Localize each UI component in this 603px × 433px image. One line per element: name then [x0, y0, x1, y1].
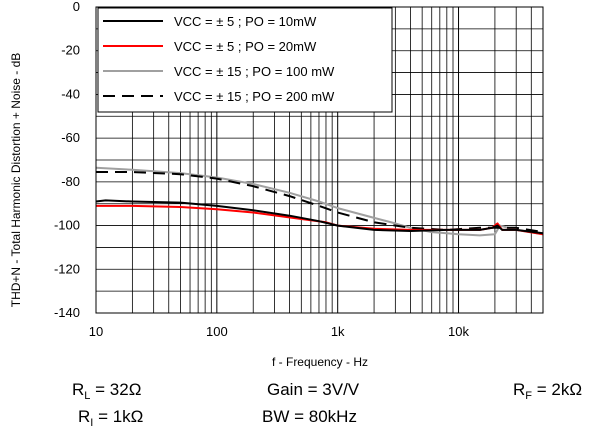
y-tick-label: -80 [61, 174, 80, 189]
condition-ri: RI = 1kΩ [78, 407, 143, 429]
x-axis-label: f - Frequency - Hz [272, 355, 368, 369]
y-tick-label: -120 [54, 261, 80, 276]
legend-label: VCC = ± 5 ; PO = 10mW [174, 14, 317, 29]
series-lines [95, 166, 544, 237]
x-tick-label: 10 [89, 324, 103, 339]
condition-bw: BW = 80kHz [262, 407, 357, 426]
series-line [95, 199, 544, 235]
y-tick-label: -140 [54, 305, 80, 320]
legend-label: VCC = ± 15 ; PO = 200 mW [174, 89, 335, 104]
legend-box [97, 7, 393, 113]
legend-label: VCC = ± 15 ; PO = 100 mW [174, 64, 335, 79]
y-tick-labels: 0 -20 -40 -60 -80 -100 -120 -140 [54, 0, 80, 320]
legend-label: VCC = ± 5 ; PO = 20mW [174, 39, 317, 54]
condition-rf: RF = 2kΩ [513, 380, 582, 402]
condition-gain: Gain = 3V/V [267, 380, 360, 399]
y-axis-label: THD+N - Total Harmonic Distortion + Nois… [9, 53, 23, 308]
x-tick-labels: 10 100 1k 10k [89, 324, 470, 339]
plot-border [95, 6, 544, 314]
series-line [96, 204, 544, 236]
y-tick-label: -20 [61, 43, 80, 58]
x-tick-label: 10k [448, 324, 469, 339]
condition-rl: RL = 32Ω [72, 380, 141, 402]
y-tick-label: -60 [61, 130, 80, 145]
y-tick-label: -40 [61, 86, 80, 101]
x-tick-label: 1k [331, 324, 345, 339]
series-line [95, 166, 544, 237]
x-tick-label: 100 [206, 324, 228, 339]
y-tick-label: -100 [54, 218, 80, 233]
legend: VCC = ± 5 ; PO = 10mW VCC = ± 5 ; PO = 20… [97, 7, 393, 113]
y-tick-label: 0 [73, 0, 80, 14]
